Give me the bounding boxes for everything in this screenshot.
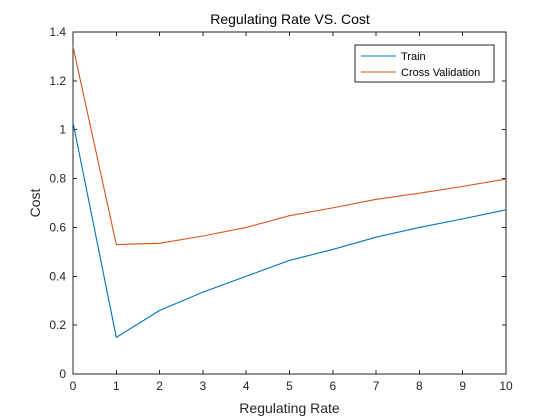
plot-area: 0 1 2 3 4 5 6 7 8 9 10 0 0.2 0.4 0.6 0.8 1 1.2 1.4 [49, 25, 513, 393]
x-tick-label: 7 [373, 379, 380, 393]
x-tick-label: 6 [329, 379, 336, 393]
y-tick-label: 1 [59, 123, 66, 137]
series-line-train [72, 122, 507, 338]
y-tick-label: 0.8 [49, 172, 66, 186]
y-tick-label: 0 [59, 367, 66, 381]
x-tick-label: 8 [416, 379, 423, 393]
y-tick-label: 1.2 [49, 74, 66, 88]
ticks-layer: 0 1 2 3 4 5 6 7 8 9 10 0 0.2 0.4 0.6 0.8 1 1.2 1.4 [49, 25, 513, 393]
legend-label: Cross Validation [401, 67, 480, 79]
x-axis-label: Regulating Rate [239, 400, 340, 416]
x-tick-label: 3 [200, 379, 207, 393]
x-tick-label: 4 [243, 379, 250, 393]
legend-label: Train [401, 51, 426, 63]
chart-title: Regulating Rate VS. Cost [210, 11, 370, 27]
x-tick-label: 1 [113, 379, 120, 393]
x-tick-label: 2 [156, 379, 163, 393]
legend: Train Cross Validation [354, 44, 495, 83]
y-axis-label: Cost [27, 189, 43, 218]
y-tick-label: 0.6 [49, 220, 66, 234]
series-layer [72, 46, 507, 338]
legend-items: Train Cross Validation [361, 51, 480, 79]
y-tick-label: 0.4 [49, 269, 66, 283]
x-tick-label: 0 [70, 379, 77, 393]
plot-box [72, 31, 507, 375]
x-tick-label: 5 [286, 379, 293, 393]
y-tick-label: 1.4 [49, 25, 66, 39]
x-tick-label: 9 [459, 379, 466, 393]
series-line-cross-validation [72, 46, 507, 246]
legend-box [354, 44, 495, 83]
y-tick-label: 0.2 [49, 318, 66, 332]
x-tick-label: 10 [499, 379, 513, 393]
